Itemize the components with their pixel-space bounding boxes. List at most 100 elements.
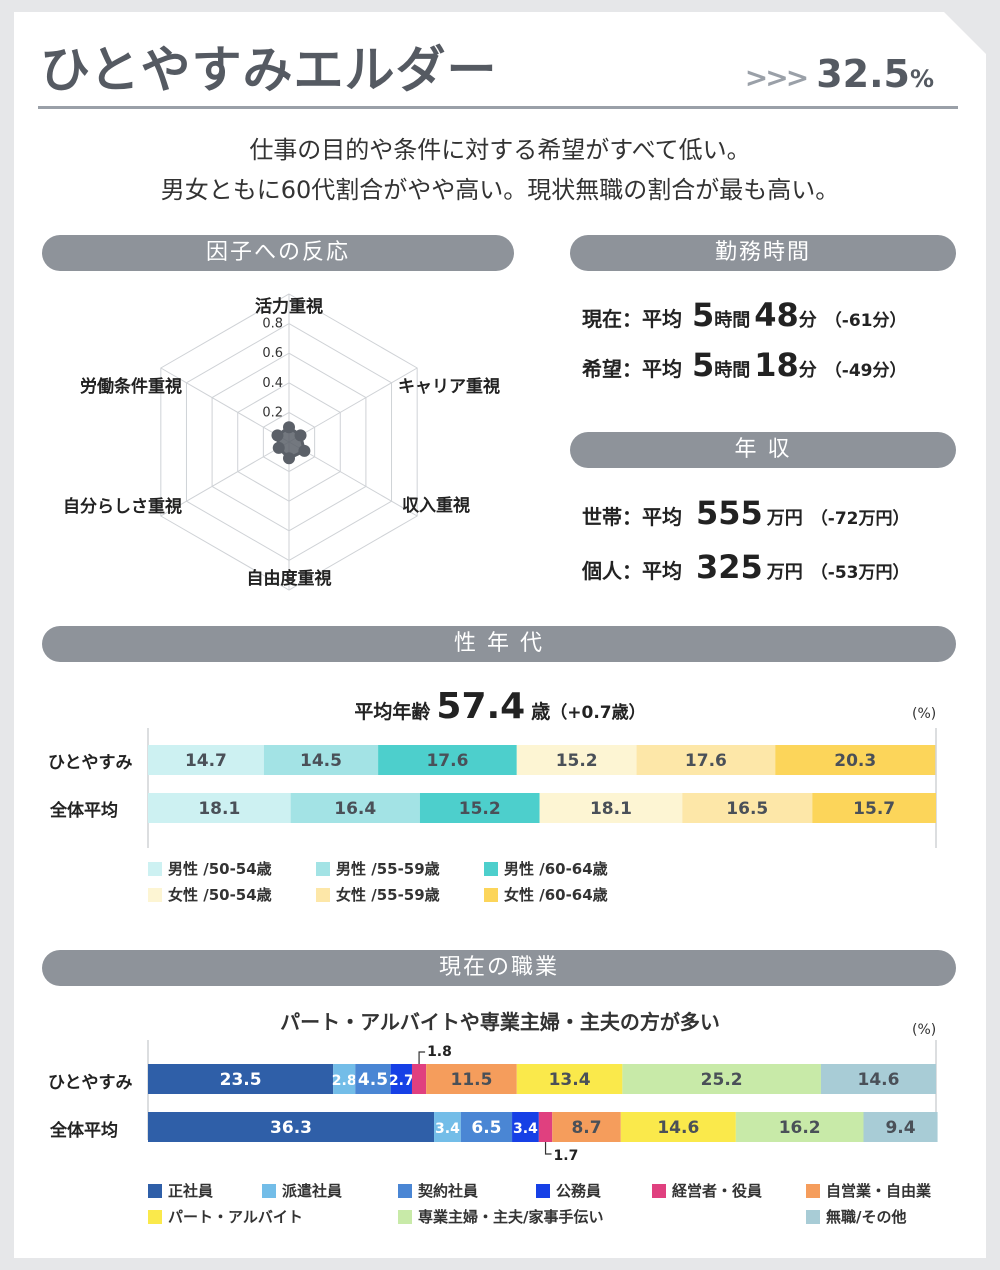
data-label: 20.3 [834,751,876,771]
section-work-hours-header: 勤務時間 [570,235,956,271]
radar-data-point [294,429,307,442]
data-label-leader [418,1051,426,1064]
personal-avg-label: 平均 [642,559,682,583]
job-legend-6: 自営業・自由業 [806,1180,931,1201]
work-hours-desired: 希望：平均 5時間 18分 （-49分） [582,346,907,384]
data-label: 4.5 [358,1070,388,1090]
data-label: 36.3 [270,1118,312,1138]
page-title: ひとやすみエルダー [40,41,498,99]
legend-swatch [398,1210,412,1224]
radar-axis-label: 労働条件重視 [80,376,182,397]
bar-segment [620,1112,736,1142]
section-factor-header: 因子への反応 [42,235,514,271]
legend-label: 自営業・自由業 [826,1182,932,1200]
legend-label: 派遣社員 [282,1182,343,1200]
desired-avg-label: 平均 [642,357,682,381]
current-hours: 5 [692,296,715,334]
bar-segment [820,1064,936,1094]
data-label-leader [544,1142,552,1155]
legend-label: 男性 /50-54歳 [168,860,272,878]
age-row-label-1: ひとやすみ [48,753,133,773]
desired-hour-unit: 時間 [714,360,751,381]
age-row-label-2: 全体平均 [50,801,118,821]
job-legend-1: 正社員 [148,1180,213,1201]
data-label: 9.4 [885,1118,915,1138]
data-label: 3.4 [435,1121,460,1137]
radar-data-point [283,452,295,465]
title-divider [38,106,958,109]
data-label: 17.6 [426,751,468,771]
age-stacked-bar-chart: 14.7 14.5 17.6 15.2 17.6 20.3 18.1 16.4 15.2 18.1… [147,728,937,848]
bar-segment [512,1112,539,1142]
average-age-value: 57.4 [436,686,526,727]
bar-segment [419,793,540,823]
legend-label: 女性 /50-54歳 [168,886,272,904]
age-legend-1: 男性 /50-54歳 [148,858,272,879]
bar-segment [263,745,379,775]
legend-label: 男性 /55-59歳 [336,860,440,878]
average-age-diff: （+0.7歳） [550,703,646,723]
data-label: 14.6 [657,1118,699,1138]
legend-swatch [148,1184,162,1198]
radar-axis-line [288,441,418,517]
legend-label: 無職/その他 [826,1208,907,1226]
data-label: 2.8 [332,1073,357,1089]
current-avg-label: 平均 [642,307,682,331]
current-hour-unit: 時間 [714,310,751,331]
age-legend-3: 男性 /60-64歳 [484,858,608,879]
desired-minutes: 18 [754,346,799,384]
bar-segment [735,1112,864,1142]
bar-segment [148,1064,334,1094]
job-legend-9: 無職/その他 [806,1206,906,1227]
desired-label: 希望： [582,357,642,381]
personal-diff: （-53万円） [810,563,910,583]
section-income-header: 年 収 [570,432,956,468]
radar-data-point [283,421,295,434]
household-diff: （-72万円） [810,509,910,529]
bar-segment [552,1112,621,1142]
desired-minute-unit: 分 [798,360,817,381]
bar-segment [148,745,264,775]
job-stacked-bar-chart: 23.5 2.8 4.5 2.7 1.8 11.5 13.4 25.2 14.6 36.3 3.4 6… [147,1040,938,1164]
legend-swatch [316,862,330,876]
data-label: 13.4 [549,1070,591,1090]
age-legend-2: 男性 /55-59歳 [316,858,440,879]
job-subtitle: パート・アルバイトや専業主婦・主夫の方が多い [280,1010,720,1034]
rate-unit: % [909,65,934,93]
household-unit: 万円 [766,508,803,529]
data-label: 15.7 [853,799,895,819]
personal-label: 個人： [582,559,642,583]
data-label: 8.7 [571,1118,601,1138]
legend-swatch [806,1184,820,1198]
description: 仕事の目的や条件に対する希望がすべて低い。 男女ともに60代割合がやや高い。現状… [0,130,1000,210]
average-age-unit: 歳 [531,701,551,723]
bar-segment [516,745,637,775]
data-label: 25.2 [701,1070,743,1090]
household-value: 555 [696,494,763,532]
desired-hours: 5 [692,346,715,384]
current-diff: （-61分） [824,311,907,331]
bar-segment [682,793,813,823]
bar-segment [333,1064,356,1094]
current-label: 現在： [582,307,642,331]
bar-segment [148,1112,435,1142]
age-chart-unit: (%) [912,706,937,722]
legend-swatch [484,888,498,902]
legend-label: 女性 /55-59歳 [336,886,440,904]
legend-swatch [148,862,162,876]
job-row-label-1: ひとやすみ [48,1073,133,1093]
age-legend-6: 女性 /60-64歳 [484,884,608,905]
legend-label: 公務員 [556,1182,602,1200]
personal-value: 325 [696,548,763,586]
job-legend-8: 専業主婦・主夫/家事手伝い [398,1206,603,1227]
average-age-label: 平均年齢 [354,701,431,723]
bar-segment [775,745,936,775]
data-label: 17.6 [685,751,727,771]
radar-axis-line [160,367,290,443]
data-label: 1.8 [427,1044,452,1060]
bar-segment [390,1064,412,1094]
bar-segment [538,1112,553,1142]
bar-segment [636,745,776,775]
current-minute-unit: 分 [798,310,817,331]
data-label: 16.2 [779,1118,821,1138]
